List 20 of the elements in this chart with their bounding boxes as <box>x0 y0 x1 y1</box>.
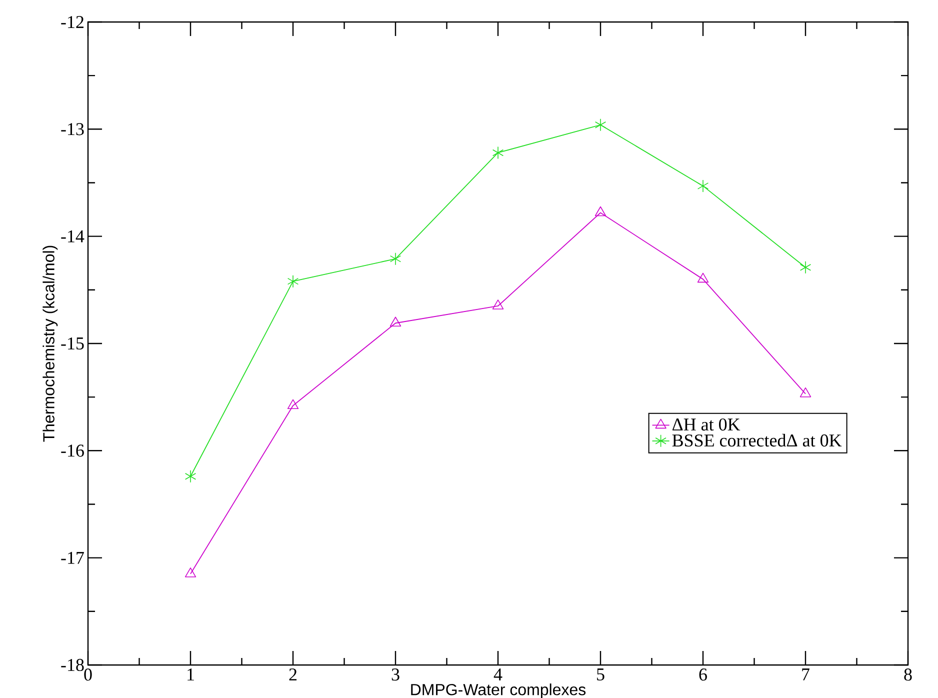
y-tick-label: -15 <box>61 337 84 350</box>
y-tick-label: -12 <box>61 16 84 28</box>
y-tick-label: -18 <box>61 658 84 672</box>
x-tick-label: 3 <box>392 668 400 681</box>
x-tick-label: 6 <box>699 668 707 681</box>
x-tick-label: 8 <box>904 668 912 681</box>
x-tick-label: 2 <box>289 668 297 680</box>
legend-label: ΔH at 0K <box>672 418 740 431</box>
x-tick-label: 0 <box>84 668 92 681</box>
legend-label: BSSE correctedΔ at 0K <box>672 434 842 447</box>
y-tick-label: -14 <box>61 230 84 242</box>
x-tick-label: 5 <box>597 668 604 680</box>
x-tick-label: 4 <box>494 668 502 680</box>
y-tick-label: -13 <box>61 123 84 136</box>
x-tick-label: 7 <box>802 668 810 680</box>
x-tick-label: 1 <box>188 668 194 680</box>
y-axis-title: Thermochemistry (kcal/mol) <box>42 246 58 442</box>
x-axis-title: DMPG-Water complexes <box>411 684 586 698</box>
y-tick-label: -16 <box>61 444 84 457</box>
y-tick-label: -17 <box>61 552 84 564</box>
